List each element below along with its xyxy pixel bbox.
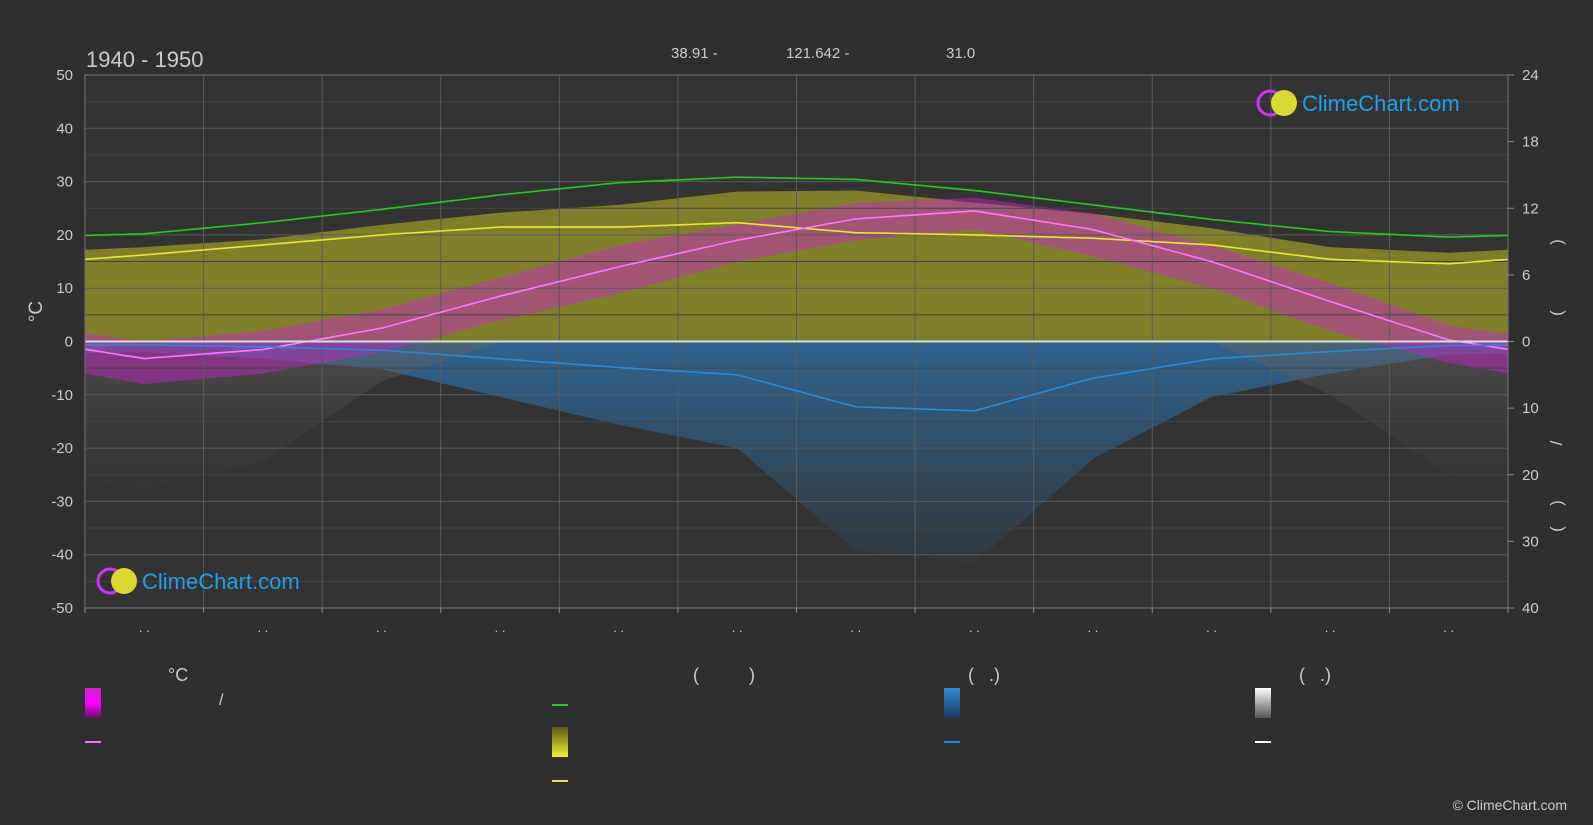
month-label: . . — [376, 620, 387, 635]
month-label: . . — [850, 620, 861, 635]
data-lines — [84, 176, 1509, 412]
y-tick-right-hours: 24 — [1522, 67, 1539, 84]
logo-text: ClimeChart.com — [142, 569, 300, 594]
temp-mean-swatch — [85, 741, 101, 743]
y-tick-right-mm: 40 — [1522, 600, 1539, 617]
month-label: . . — [613, 620, 624, 635]
chart-axes — [84, 74, 1514, 613]
elevation-label: 31.0 — [946, 45, 975, 62]
precip-swatch — [944, 688, 960, 718]
y-tick-right-hours: 6 — [1522, 267, 1530, 284]
y-tick-right-mm: 20 — [1522, 467, 1539, 484]
month-label: . . — [732, 620, 743, 635]
sunshine-band-swatch — [552, 727, 568, 757]
month-label: . . — [1206, 620, 1217, 635]
y-tick-left: -40 — [51, 547, 73, 564]
y-tick-right-hours: 0 — [1522, 334, 1530, 351]
y-tick-left: 50 — [56, 67, 73, 84]
daylight-swatch — [552, 704, 568, 706]
precip-mean-swatch — [944, 741, 960, 743]
month-label: . . — [257, 620, 268, 635]
y-tick-right-hours: 12 — [1522, 200, 1539, 217]
y-tick-left: 30 — [56, 174, 73, 191]
snow-mean-swatch — [1255, 741, 1271, 743]
temp_mean-line — [84, 210, 1509, 360]
period-title: 1940 - 1950 — [86, 47, 203, 72]
sunshine-line — [84, 221, 1509, 265]
latitude-label: 38.91 - — [671, 45, 718, 62]
daylight-line — [84, 176, 1509, 238]
y-axis-label-right-fragment: ( — [1547, 526, 1566, 532]
snow-swatch — [1255, 688, 1271, 718]
logo-top: ClimeChart.com — [1256, 89, 1460, 117]
y-tick-left: 0 — [65, 334, 73, 351]
y-tick-left: -30 — [51, 493, 73, 510]
logo-sun-icon — [1271, 90, 1297, 116]
temp-range-swatch — [85, 688, 101, 718]
climate-chart: 50 40 30 20 10 0 -10 -20 -30 -40 -50 24 18 12 6 0 10 20 30… — [26, 45, 1566, 635]
chart-text: 50 40 30 20 10 0 -10 -20 -30 -40 -50 24 18 12 6 0 10 20 30… — [26, 45, 1566, 635]
y-tick-left: 40 — [56, 120, 73, 137]
y-tick-left: -20 — [51, 440, 73, 457]
y-tick-right-mm: 30 — [1522, 533, 1539, 550]
copyright: © ClimeChart.com — [1452, 797, 1567, 813]
legend-sunshine-header: ( ) — [693, 665, 755, 685]
y-tick-left: -50 — [51, 600, 73, 617]
y-axis-label-right-fragment: ) — [1547, 239, 1566, 245]
longitude-label: 121.642 - — [786, 45, 849, 62]
y-tick-right-hours: 18 — [1522, 134, 1539, 151]
y-tick-left: -10 — [51, 387, 73, 404]
logo-bottom: ClimeChart.com — [96, 567, 300, 595]
month-label: . . — [1443, 620, 1454, 635]
month-label: . . — [969, 620, 980, 635]
legend: °C / ( ) ( .) ( .) — [0, 650, 1593, 825]
logo-sun-icon — [111, 568, 137, 594]
y-tick-right-mm: 10 — [1522, 400, 1539, 417]
snow-band — [85, 341, 1508, 489]
legend-temperature-header: °C — [168, 665, 189, 685]
legend-temperature-range-label: / — [219, 692, 224, 709]
month-label: . . — [1325, 620, 1336, 635]
y-axis-label-right-fragment: ( — [1547, 310, 1566, 316]
y-axis-label-right-fragment: / — [1547, 440, 1566, 445]
legend-precipitation-header: ( .) — [968, 665, 1000, 685]
precip-line — [84, 343, 1508, 412]
logo-text: ClimeChart.com — [1302, 91, 1460, 116]
sunshine-mean-swatch — [552, 780, 568, 782]
month-label: . . — [139, 620, 150, 635]
month-label: . . — [1088, 620, 1099, 635]
month-label: . . — [495, 620, 506, 635]
y-tick-left: 20 — [56, 227, 73, 244]
y-axis-label-left: °C — [26, 301, 47, 322]
y-axis-label-right-fragment: ) — [1547, 500, 1566, 506]
legend-snow-header: ( .) — [1299, 665, 1331, 685]
y-tick-left: 10 — [56, 280, 73, 297]
